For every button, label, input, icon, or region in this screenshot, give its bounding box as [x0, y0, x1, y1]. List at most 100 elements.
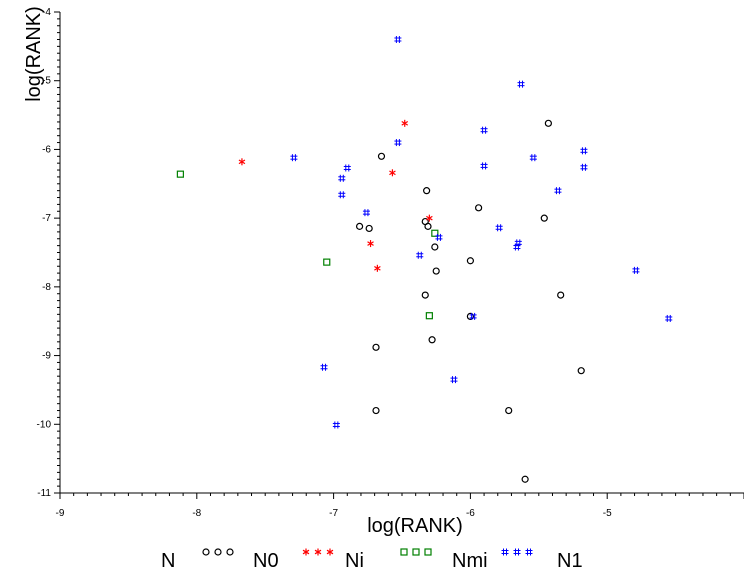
legend-marker-n0	[202, 548, 210, 556]
x-tick-label: -8	[192, 508, 201, 519]
y-tick-label: -7	[42, 213, 51, 224]
x-tick-label: -7	[329, 508, 338, 519]
point-n0	[577, 367, 585, 375]
point-n1	[435, 233, 443, 241]
data-points	[176, 35, 673, 483]
legend-entry-n0: N0	[202, 548, 279, 572]
point-n0	[424, 222, 432, 230]
point-n1	[480, 162, 488, 170]
point-n1	[290, 154, 298, 162]
legend-marker-nmi	[400, 548, 408, 556]
legend-entry-n1: N1	[501, 548, 583, 572]
point-n0	[466, 312, 474, 321]
legend-entry-ni: Ni	[302, 548, 364, 572]
point-n1	[513, 243, 521, 251]
legend-marker-nmi	[412, 548, 420, 556]
point-n0	[505, 406, 513, 415]
point-n1	[394, 139, 402, 147]
point-nmi	[323, 258, 331, 266]
point-ni	[374, 264, 381, 272]
legend-marker-n1	[501, 548, 509, 556]
legend-marker-ni	[314, 548, 322, 556]
point-n1	[554, 187, 562, 195]
x-tick-label: -6	[466, 508, 475, 519]
point-ni	[426, 214, 433, 222]
point-ni	[238, 158, 246, 166]
x-axis-ticks: -9 -8 -7 -6 -5	[56, 493, 744, 519]
point-nmi	[425, 312, 433, 320]
point-n1	[517, 80, 525, 88]
x-tick-label: -9	[56, 508, 65, 519]
legend-marker-nmi	[424, 548, 432, 556]
legend-marker-ni	[302, 548, 310, 556]
legend-label-n1: N1	[557, 550, 583, 572]
point-n1	[394, 35, 402, 43]
point-ni	[367, 240, 374, 248]
legend-label-nmi: Nmi	[452, 550, 488, 572]
y-axis-ticks: -4 -5 -6 -7 -8 -9 -10 -11	[37, 7, 60, 499]
y-tick-label: -6	[42, 144, 51, 155]
legend-title: N	[161, 550, 175, 572]
point-n0	[466, 257, 474, 265]
legend-entry-nmi: Nmi	[400, 548, 488, 572]
legend-label-ni: Ni	[345, 550, 364, 572]
point-n0	[428, 336, 436, 344]
point-n0	[475, 204, 483, 212]
series-nmi	[176, 170, 439, 320]
point-ni	[401, 119, 409, 127]
y-tick-label: -9	[42, 351, 51, 362]
point-n0	[421, 291, 429, 299]
point-n0	[355, 222, 364, 230]
legend-marker-n0	[214, 548, 222, 556]
point-n0	[557, 291, 565, 299]
series-ni	[238, 119, 433, 272]
point-n1	[338, 174, 346, 182]
legend-label-n0: N0	[253, 550, 279, 572]
y-tick-label: -11	[37, 488, 51, 499]
y-axis-title: log(RANK)	[23, 6, 45, 102]
point-n1	[480, 126, 488, 134]
point-n1	[665, 314, 673, 322]
x-axis-title: log(RANK)	[367, 515, 463, 537]
point-n0	[377, 152, 386, 160]
series-n1	[290, 35, 673, 429]
point-n0	[372, 406, 380, 415]
point-n0	[431, 243, 439, 251]
point-n1	[469, 312, 477, 320]
point-n1	[320, 363, 328, 371]
plot-frame	[59, 12, 744, 494]
legend-marker-n1	[513, 548, 521, 556]
legend-marker-n0	[226, 548, 234, 556]
point-n0	[540, 214, 548, 222]
point-n1	[580, 147, 588, 155]
legend-marker-n1	[525, 548, 533, 556]
series-n0	[355, 119, 585, 483]
point-n0	[365, 224, 373, 233]
point-nmi	[431, 229, 439, 237]
point-n0	[432, 267, 440, 275]
point-n1	[632, 266, 640, 274]
point-n0	[372, 343, 380, 351]
x-tick-label: -5	[603, 508, 612, 519]
point-ni	[389, 169, 396, 177]
point-n1	[580, 163, 588, 171]
legend: N N0 Ni Nmi N1	[161, 548, 583, 572]
point-n1	[529, 154, 537, 162]
point-n0	[521, 475, 529, 483]
y-tick-label: -8	[42, 282, 51, 293]
point-n1	[495, 224, 503, 232]
point-n0	[544, 119, 552, 127]
legend-marker-ni	[326, 548, 334, 556]
point-n1	[362, 209, 370, 217]
point-n1	[332, 421, 340, 429]
point-n1	[338, 191, 346, 199]
y-tick-label: -5	[42, 76, 51, 87]
point-n1	[416, 251, 424, 259]
y-tick-label: -4	[42, 7, 51, 18]
point-n1	[343, 164, 351, 172]
point-n0	[423, 187, 431, 195]
y-tick-label: -10	[37, 419, 52, 430]
point-nmi	[176, 170, 184, 178]
point-n1	[450, 376, 458, 384]
